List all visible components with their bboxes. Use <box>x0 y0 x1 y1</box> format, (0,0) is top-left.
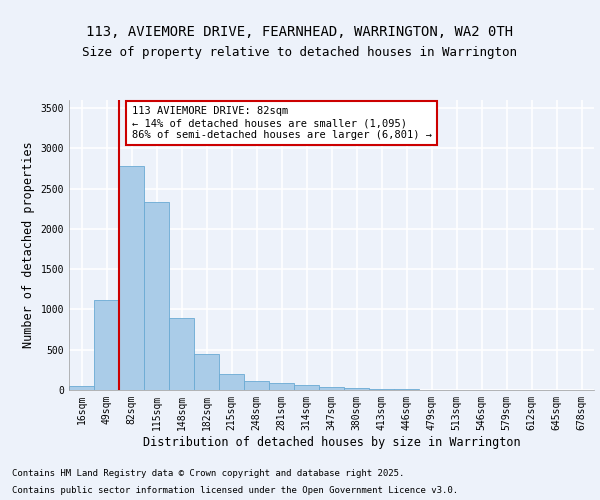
Bar <box>94 300 119 390</box>
Bar <box>144 202 169 390</box>
Bar <box>119 166 144 390</box>
Bar <box>294 385 319 390</box>
Text: Contains public sector information licensed under the Open Government Licence v3: Contains public sector information licen… <box>12 486 458 495</box>
Bar <box>369 389 394 390</box>
Y-axis label: Number of detached properties: Number of detached properties <box>22 142 35 348</box>
Text: Size of property relative to detached houses in Warrington: Size of property relative to detached ho… <box>83 46 517 59</box>
Bar <box>394 389 419 390</box>
Bar <box>244 381 269 390</box>
Bar <box>169 318 194 390</box>
Bar <box>319 387 344 390</box>
Text: 113 AVIEMORE DRIVE: 82sqm
← 14% of detached houses are smaller (1,095)
86% of se: 113 AVIEMORE DRIVE: 82sqm ← 14% of detac… <box>131 106 431 140</box>
Bar <box>344 388 369 390</box>
Bar <box>219 374 244 390</box>
Bar <box>69 386 94 390</box>
Bar <box>269 383 294 390</box>
Bar <box>194 354 219 390</box>
Text: Contains HM Land Registry data © Crown copyright and database right 2025.: Contains HM Land Registry data © Crown c… <box>12 468 404 477</box>
Text: 113, AVIEMORE DRIVE, FEARNHEAD, WARRINGTON, WA2 0TH: 113, AVIEMORE DRIVE, FEARNHEAD, WARRINGT… <box>86 26 514 40</box>
X-axis label: Distribution of detached houses by size in Warrington: Distribution of detached houses by size … <box>143 436 520 448</box>
